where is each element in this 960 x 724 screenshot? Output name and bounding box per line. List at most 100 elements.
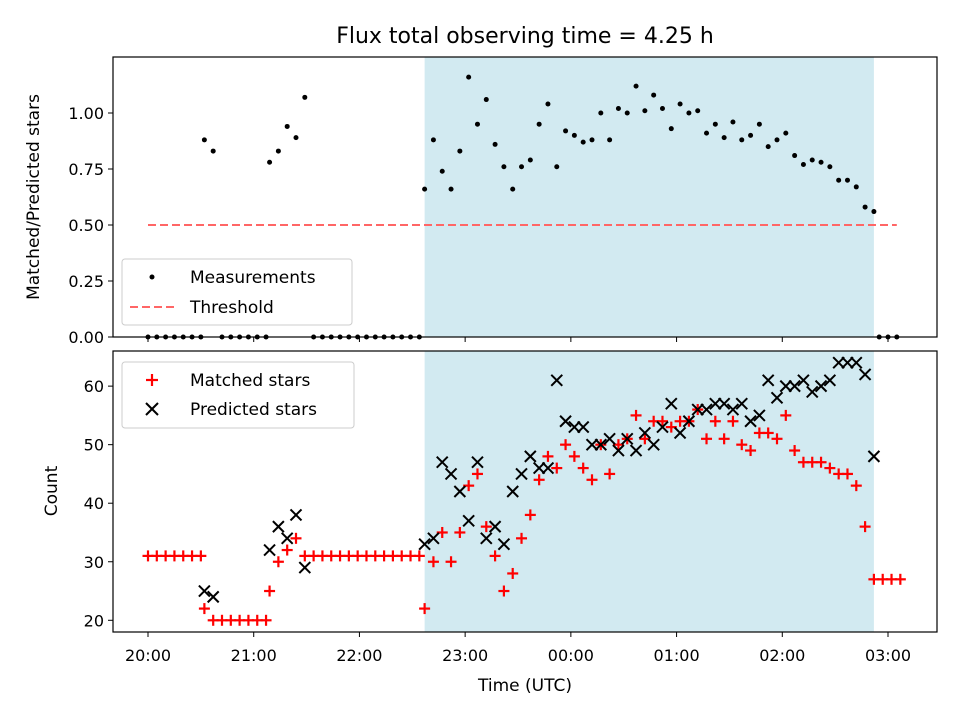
matched-point [894,573,906,585]
measurement-point [580,139,586,145]
matched-point [498,585,510,597]
predicted-point [629,444,643,457]
predicted-point [850,356,863,369]
predicted-point [515,467,528,481]
measurement-point [862,204,868,210]
predicted-point [673,426,687,440]
x-axis-label: Time (UTC) [477,676,572,696]
x-tick-label: 03:00 [865,646,911,665]
matched-point [542,450,554,462]
measurement-point [571,132,577,138]
matched-point [480,521,492,533]
measurement-point [800,162,806,168]
y-tick-label: 0.25 [68,272,104,291]
measurement-point [756,121,762,127]
measurement-point [792,153,798,159]
predicted-point [541,461,555,475]
bottom-shaded-region [424,351,874,632]
predicted-point [621,432,634,446]
matched-point [516,532,528,544]
predicted-point [717,397,731,410]
matched-point [736,439,748,451]
matched-point [841,468,853,480]
predicted-point [427,532,440,545]
matched-point [507,567,519,579]
predicted-point [280,532,294,545]
predicted-point [638,426,652,440]
y-tick-label: 50 [84,436,104,455]
measurement-point [844,177,850,183]
measurement-point [492,141,498,147]
predicted-point [576,420,590,434]
legend-matched-label: Matched stars [190,371,310,391]
bottom-legend-box [121,361,355,429]
matched-point [272,556,284,568]
matched-point [560,439,572,451]
predicted-point [471,456,484,469]
matched-point [427,556,439,568]
measurement-point [704,130,710,136]
predicted-point [603,432,616,446]
predicted-point [263,543,276,557]
predicted-point [806,385,819,399]
predicted-point [770,391,784,405]
matched-point [281,544,293,556]
x-tick-label: 20:00 [125,646,171,665]
measurement-point [853,184,859,190]
matched-point [445,556,457,568]
chart-title: Flux total observing time = 4.25 h [336,24,714,49]
predicted-point [532,461,546,475]
matched-point [850,480,862,492]
predicted-point [665,397,678,410]
predicted-point [568,420,581,434]
predicted-point [298,561,312,574]
measurement-point [267,159,273,165]
predicted-point [779,379,793,393]
measurement-point [201,137,207,143]
measurement-point [827,164,833,170]
predicted-series [198,356,881,604]
matched-point [745,445,757,457]
bottom-x-ticks: 20:00 21:00 22:00 23:00 00:00 01:00 02:00 03:00 [125,632,911,665]
predicted-point [462,514,475,527]
matched-point [290,532,302,544]
x-tick-label: 01:00 [654,646,700,665]
matched-point [524,509,536,521]
matched-point [454,526,466,538]
measurement-point [836,177,842,183]
y-tick-label: 0.00 [68,328,104,347]
predicted-point [506,485,519,498]
matched-point [718,433,730,445]
predicted-point [726,403,740,416]
y-tick-label: 1.00 [68,104,104,123]
measurement-point [519,164,525,170]
bottom-legend: Matched stars Predicted stars [121,361,355,429]
legend-measurements-marker [149,274,155,280]
predicted-point [524,450,537,463]
predicted-point [700,403,713,416]
matched-point [568,450,580,462]
predicted-point [198,584,211,598]
measurement-point [721,135,727,141]
matched-point [771,433,783,445]
top-legend: Measurements Threshold [121,258,353,326]
measurement-point [730,119,736,125]
measurement-point [563,128,569,134]
measurement-point [615,106,621,112]
predicted-point [691,403,704,416]
matched-point [780,409,792,421]
matched-point [264,585,276,597]
predicted-point [272,520,285,533]
measurement-point [527,157,533,163]
matched-point [413,550,425,562]
measurement-point [293,135,299,141]
measurement-point [439,168,445,174]
predicted-point [814,379,828,393]
measurement-point [430,137,436,143]
matched-point [419,603,431,615]
y-tick-label: 30 [84,553,104,572]
matched-point [471,468,483,480]
matched-point [815,456,827,468]
predicted-point [453,485,467,498]
predicted-point [550,374,563,387]
